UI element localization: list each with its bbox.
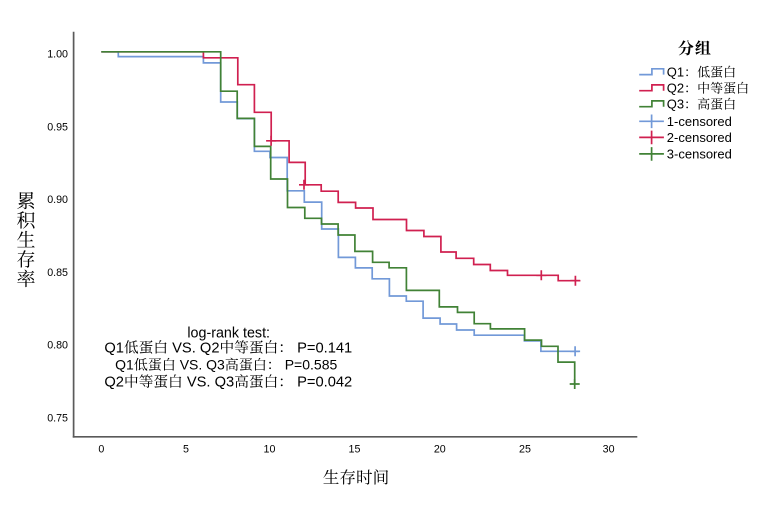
svg-text:Q3: Q3	[215, 375, 235, 391]
svg-text:VS.: VS.	[180, 357, 203, 373]
svg-text:Q2: Q2	[104, 375, 124, 391]
svg-text:1.00: 1.00	[47, 48, 68, 60]
svg-text:0.90: 0.90	[47, 194, 68, 206]
svg-text:0: 0	[98, 444, 104, 456]
svg-text:log-rank test:: log-rank test:	[187, 326, 270, 342]
svg-text:Q2: Q2	[200, 341, 220, 357]
svg-text:15: 15	[349, 444, 361, 456]
svg-text:P=0.042: P=0.042	[297, 375, 352, 391]
svg-text:VS.: VS.	[172, 341, 196, 357]
svg-text:0.85: 0.85	[47, 267, 68, 279]
svg-text:0.75: 0.75	[47, 413, 68, 425]
svg-text:0.80: 0.80	[47, 340, 68, 352]
svg-text:0.95: 0.95	[47, 121, 68, 133]
svg-text:25: 25	[519, 444, 531, 456]
svg-text:VS.: VS.	[187, 375, 211, 391]
svg-text:Q3: Q3	[667, 97, 684, 112]
svg-text:Q1: Q1	[104, 341, 124, 357]
svg-text:20: 20	[434, 444, 446, 456]
svg-text:Q1: Q1	[667, 65, 684, 80]
svg-text:30: 30	[603, 444, 615, 456]
svg-text:2-censored: 2-censored	[667, 130, 732, 145]
svg-text:Q2: Q2	[667, 81, 684, 96]
svg-text:10: 10	[264, 444, 276, 456]
svg-text:P=0.141: P=0.141	[297, 341, 352, 357]
svg-text:Q1: Q1	[115, 357, 134, 373]
svg-text:P=0.585: P=0.585	[285, 357, 338, 373]
svg-text:Q3: Q3	[206, 357, 225, 373]
svg-text:1-censored: 1-censored	[667, 114, 732, 129]
svg-text:3-censored: 3-censored	[667, 147, 732, 162]
svg-text:5: 5	[183, 444, 189, 456]
